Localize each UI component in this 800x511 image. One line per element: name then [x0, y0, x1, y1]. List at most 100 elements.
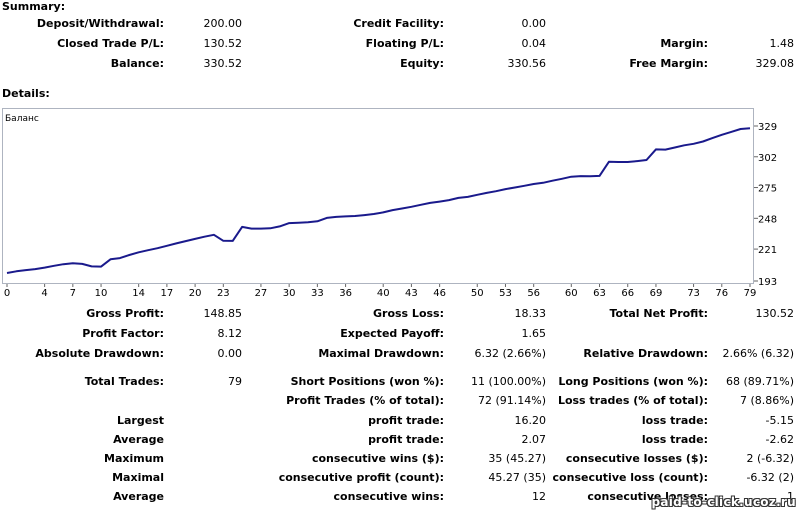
- max-consecutive-wins-label: consecutive wins ($):: [311, 452, 444, 465]
- floating-pl-label: Floating P/L:: [365, 37, 444, 50]
- closed-trade-pl-label: Closed Trade P/L:: [57, 37, 164, 50]
- equity-label: Equity:: [400, 57, 444, 70]
- absolute-drawdown-value: 0.00: [217, 347, 243, 360]
- avg-consecutive-losses-label: consecutive losses:: [587, 490, 708, 503]
- x-tick-label: 60: [565, 288, 578, 299]
- y-tick-label: 329: [758, 122, 777, 133]
- equity-value: 330.56: [507, 57, 547, 70]
- avg-consecutive-losses-value: 1: [787, 490, 794, 503]
- total-trades-label: Total Trades:: [84, 375, 164, 388]
- x-tick-label: 79: [744, 288, 757, 299]
- x-tick-label: 23: [217, 288, 230, 299]
- x-tick-label: 46: [433, 288, 446, 299]
- credit-facility-label: Credit Facility:: [353, 17, 444, 30]
- watermark-text: paid-to-click.ucoz.ru: [651, 495, 796, 509]
- total-net-profit-value: 130.52: [755, 307, 795, 320]
- x-tick-label: 76: [715, 288, 728, 299]
- average-loss-trade-value: -2.62: [765, 433, 794, 446]
- details-heading: Details:: [2, 87, 50, 100]
- balance-value: 330.52: [203, 57, 243, 70]
- x-tick-label: 0: [4, 288, 10, 299]
- long-positions-value: 68 (89.71%): [725, 375, 794, 388]
- deposit-value: 200.00: [203, 17, 243, 30]
- x-tick-label: 4: [41, 288, 47, 299]
- largest-loss-trade-value: -5.15: [765, 414, 794, 427]
- profit-trades-label: Profit Trades (% of total):: [286, 394, 444, 407]
- summary-heading: Summary:: [2, 0, 66, 13]
- x-tick-label: 7: [70, 288, 76, 299]
- gross-profit-value: 148.85: [203, 307, 243, 320]
- profit-factor-value: 8.12: [217, 327, 243, 340]
- short-positions-label: Short Positions (won %):: [290, 375, 444, 388]
- free-margin-value: 329.08: [755, 57, 795, 70]
- x-tick-label: 56: [527, 288, 540, 299]
- y-tick-label: 193: [758, 277, 777, 288]
- average-label: Average: [113, 433, 164, 446]
- absolute-drawdown-label: Absolute Drawdown:: [35, 347, 164, 360]
- maximal-consecutive-loss-value: -6.32 (2): [746, 471, 794, 484]
- x-tick-label: 33: [311, 288, 324, 299]
- largest-profit-trade-value: 16.20: [514, 414, 547, 427]
- x-tick-label: 14: [132, 288, 145, 299]
- avg-consecutive-wins-label: consecutive wins:: [333, 490, 444, 503]
- gross-loss-value: 18.33: [514, 307, 547, 320]
- balance-chart-frame: [2, 108, 754, 284]
- average-consecutive-label: Average: [113, 490, 164, 503]
- expected-payoff-label: Expected Payoff:: [340, 327, 444, 340]
- maximal-consecutive-profit-value: 45.27 (35): [488, 471, 546, 484]
- y-tick-label: 221: [758, 245, 777, 256]
- avg-consecutive-wins-value: 12: [532, 490, 546, 503]
- floating-pl-value: 0.04: [521, 37, 547, 50]
- credit-facility-value: 0.00: [521, 17, 547, 30]
- x-tick-label: 20: [189, 288, 202, 299]
- x-tick-label: 53: [499, 288, 512, 299]
- margin-label: Margin:: [660, 37, 708, 50]
- max-consecutive-wins-value: 35 (45.27): [488, 452, 546, 465]
- closed-trade-pl-value: 130.52: [203, 37, 243, 50]
- x-tick-label: 27: [255, 288, 268, 299]
- maximal-drawdown-value: 6.32 (2.66%): [474, 347, 546, 360]
- x-tick-label: 17: [161, 288, 174, 299]
- relative-drawdown-label: Relative Drawdown:: [583, 347, 708, 360]
- maximal-consecutive-loss-label: consecutive loss (count):: [552, 471, 708, 484]
- y-tick-label: 275: [758, 184, 777, 195]
- largest-label: Largest: [117, 414, 164, 427]
- x-tick-label: 10: [95, 288, 108, 299]
- margin-value: 1.48: [769, 37, 795, 50]
- balance-label: Balance:: [110, 57, 164, 70]
- loss-trades-label: Loss trades (% of total):: [557, 394, 708, 407]
- gross-profit-label: Gross Profit:: [86, 307, 164, 320]
- short-positions-value: 11 (100.00%): [470, 375, 546, 388]
- x-tick-label: 40: [377, 288, 390, 299]
- x-tick-label: 63: [593, 288, 606, 299]
- loss-trades-value: 7 (8.86%): [739, 394, 794, 407]
- y-tick-label: 302: [758, 153, 777, 164]
- profit-trades-value: 72 (91.14%): [477, 394, 546, 407]
- x-tick-label: 36: [339, 288, 352, 299]
- gross-loss-label: Gross Loss:: [373, 307, 444, 320]
- maximal-drawdown-label: Maximal Drawdown:: [318, 347, 444, 360]
- max-consecutive-losses-label: consecutive losses ($):: [565, 452, 708, 465]
- total-net-profit-label: Total Net Profit:: [609, 307, 709, 320]
- x-tick-label: 50: [471, 288, 484, 299]
- x-tick-label: 66: [621, 288, 634, 299]
- deposit-label: Deposit/Withdrawal:: [36, 17, 164, 30]
- relative-drawdown-value: 2.66% (6.32): [722, 347, 794, 360]
- maximal-label: Maximal: [112, 471, 164, 484]
- x-tick-label: 69: [650, 288, 663, 299]
- profit-factor-label: Profit Factor:: [82, 327, 164, 340]
- maximum-label: Maximum: [104, 452, 164, 465]
- y-tick-label: 248: [758, 214, 777, 225]
- average-loss-trade-label: loss trade:: [641, 433, 708, 446]
- average-profit-trade-value: 2.07: [521, 433, 547, 446]
- x-tick-label: 43: [405, 288, 418, 299]
- maximal-consecutive-profit-label: consecutive profit (count):: [278, 471, 444, 484]
- free-margin-label: Free Margin:: [629, 57, 708, 70]
- total-trades-value: 79: [228, 375, 242, 388]
- average-profit-trade-label: profit trade:: [368, 433, 444, 446]
- long-positions-label: Long Positions (won %):: [558, 375, 708, 388]
- x-tick-label: 73: [687, 288, 700, 299]
- expected-payoff-value: 1.65: [521, 327, 547, 340]
- largest-profit-trade-label: profit trade:: [368, 414, 444, 427]
- max-consecutive-losses-value: 2 (-6.32): [746, 452, 794, 465]
